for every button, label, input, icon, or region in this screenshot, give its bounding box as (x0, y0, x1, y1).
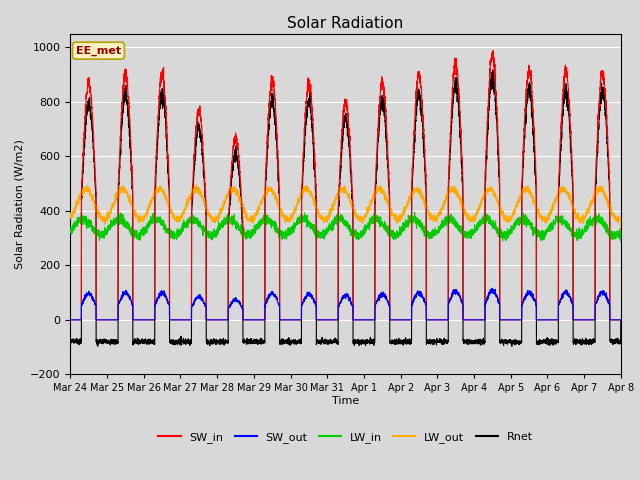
Title: Solar Radiation: Solar Radiation (287, 16, 404, 31)
Text: EE_met: EE_met (76, 46, 121, 56)
X-axis label: Time: Time (332, 396, 359, 406)
Legend: SW_in, SW_out, LW_in, LW_out, Rnet: SW_in, SW_out, LW_in, LW_out, Rnet (154, 428, 537, 447)
Y-axis label: Solar Radiation (W/m2): Solar Radiation (W/m2) (15, 139, 24, 269)
